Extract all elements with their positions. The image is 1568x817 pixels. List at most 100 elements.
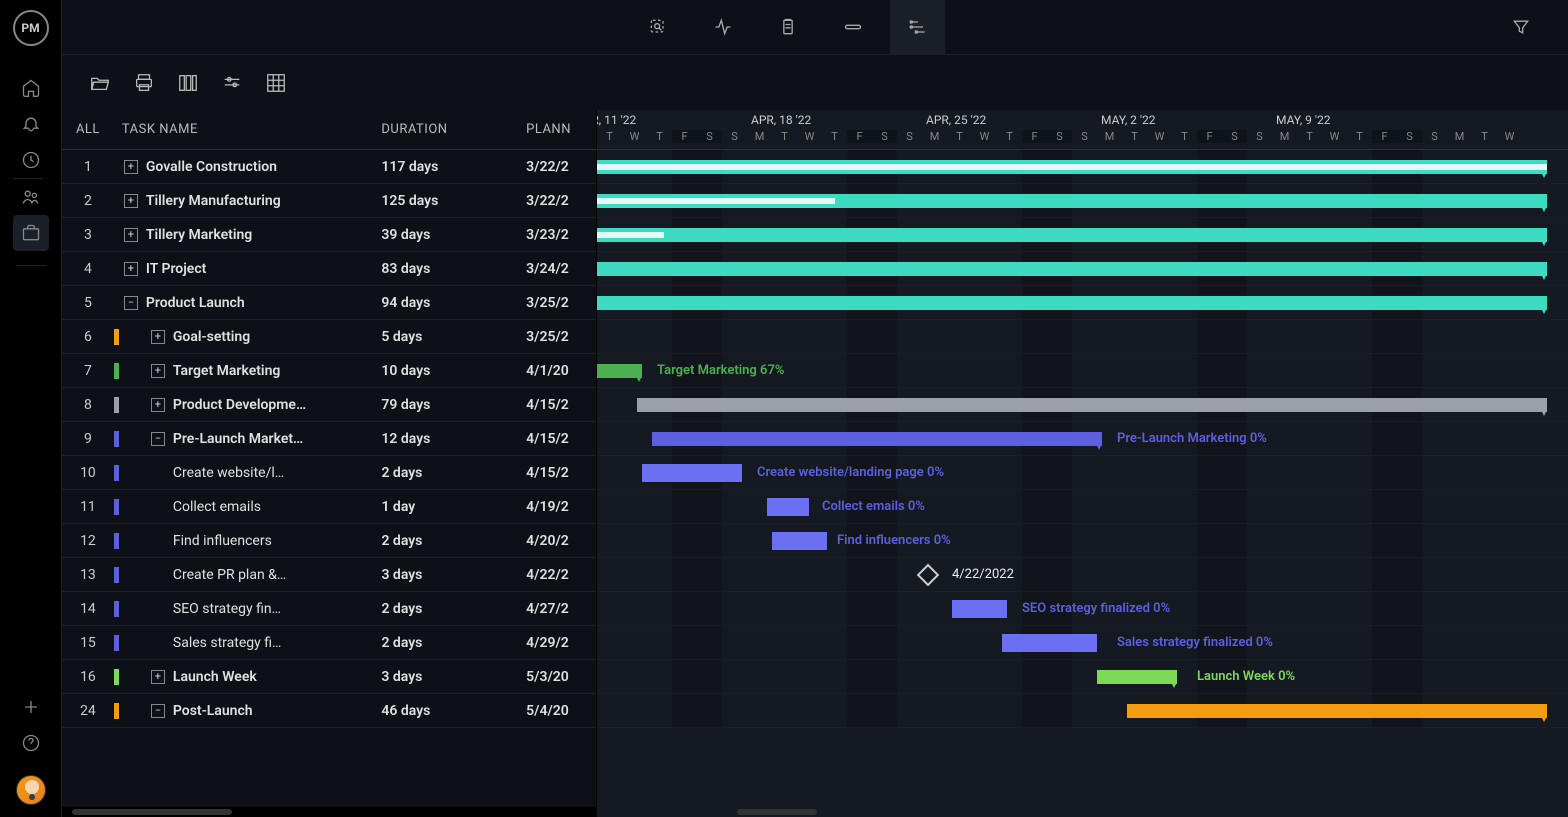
gantt-bar[interactable] [597, 160, 1547, 174]
gantt-bar[interactable] [952, 600, 1007, 618]
app-root: PM ALL TASK NAME DURATION PLANN 1+Govall [0, 0, 1568, 817]
link-icon[interactable] [825, 0, 880, 55]
task-name-cell[interactable]: −Post-Launch [114, 703, 374, 719]
task-name-cell[interactable]: +Govalle Construction [114, 159, 374, 175]
milestone-marker[interactable] [917, 564, 940, 587]
task-name-cell[interactable]: Find influencers [114, 533, 374, 549]
expand-icon[interactable]: + [124, 262, 138, 276]
duration-cell: 79 days [373, 397, 518, 413]
table-row[interactable]: 9−Pre-Launch Market…12 days4/15/2 [62, 422, 596, 456]
sliders-icon[interactable] [219, 70, 245, 96]
gantt-bar[interactable] [597, 228, 1547, 242]
gantt-bar[interactable] [1002, 634, 1097, 652]
gantt-row: Sales strategy finalized 0% [597, 626, 1568, 660]
bar-label: Sales strategy finalized 0% [1117, 635, 1273, 650]
week-label: APR, 18 '22 [751, 113, 811, 127]
columns-icon[interactable] [175, 70, 201, 96]
collapse-icon[interactable]: − [151, 432, 165, 446]
gantt-bar[interactable] [597, 262, 1547, 276]
table-row[interactable]: 6+Goal-setting5 days3/25/2 [62, 320, 596, 354]
briefcase-icon[interactable] [13, 215, 49, 251]
table-row[interactable]: 12Find influencers2 days4/20/2 [62, 524, 596, 558]
gantt-bar[interactable] [1127, 704, 1547, 718]
task-name-cell[interactable]: Create website/l… [114, 465, 374, 481]
col-planned-header[interactable]: PLANN [518, 122, 596, 137]
gantt-icon[interactable] [890, 0, 945, 55]
zoom-icon[interactable] [630, 0, 685, 55]
task-name-cell[interactable]: Collect emails [114, 499, 374, 515]
table-row[interactable]: 14SEO strategy fin…2 days4/27/2 [62, 592, 596, 626]
table-row[interactable]: 4+IT Project83 days3/24/2 [62, 252, 596, 286]
col-name-header[interactable]: TASK NAME [114, 122, 374, 137]
task-name-cell[interactable]: +Product Developme… [114, 397, 374, 413]
gantt-bar[interactable] [637, 398, 1547, 412]
team-icon[interactable] [13, 179, 49, 215]
table-row[interactable]: 5−Product Launch94 days3/25/2 [62, 286, 596, 320]
expand-icon[interactable]: + [151, 670, 165, 684]
table-row[interactable]: 7+Target Marketing10 days4/1/20 [62, 354, 596, 388]
table-row[interactable]: 1+Govalle Construction117 days3/22/2 [62, 150, 596, 184]
col-duration-header[interactable]: DURATION [373, 122, 518, 137]
filter-icon[interactable] [1493, 0, 1548, 55]
planned-cell: 4/27/2 [518, 601, 596, 617]
folder-open-icon[interactable] [87, 70, 113, 96]
task-name-cell[interactable]: Create PR plan &… [114, 567, 374, 583]
gantt-bar[interactable] [642, 464, 742, 482]
gantt-bar[interactable] [652, 432, 1102, 446]
table-row[interactable]: 10Create website/l…2 days4/15/2 [62, 456, 596, 490]
table-row[interactable]: 3+Tillery Marketing39 days3/23/2 [62, 218, 596, 252]
task-name-cell[interactable]: −Pre-Launch Market… [114, 431, 374, 447]
table-row[interactable]: 13Create PR plan &…3 days4/22/2 [62, 558, 596, 592]
plus-icon[interactable] [13, 689, 49, 725]
duration-cell: 2 days [373, 635, 518, 651]
table-row[interactable]: 15Sales strategy fi…2 days4/29/2 [62, 626, 596, 660]
expand-icon[interactable]: + [151, 330, 165, 344]
clock-icon[interactable] [13, 142, 49, 178]
collapse-icon[interactable]: − [151, 704, 165, 718]
grid-horizontal-scrollbar[interactable] [62, 807, 596, 817]
expand-icon[interactable]: + [124, 194, 138, 208]
collapse-icon[interactable]: − [124, 296, 138, 310]
task-name-cell[interactable]: Sales strategy fi… [114, 635, 374, 651]
gantt-bar[interactable] [597, 296, 1547, 310]
gantt-chart[interactable]: APR, 11 '22APR, 18 '22APR, 25 '22MAY, 2 … [597, 110, 1568, 817]
bell-icon[interactable] [13, 106, 49, 142]
help-icon[interactable] [13, 725, 49, 761]
clipboard-icon[interactable] [760, 0, 815, 55]
gantt-bar[interactable] [597, 194, 1547, 208]
week-label: APR, 11 '22 [597, 113, 636, 127]
task-name-cell[interactable]: +Launch Week [114, 669, 374, 685]
gantt-bar[interactable] [597, 364, 642, 378]
gantt-bar[interactable] [1097, 670, 1177, 684]
task-name: IT Project [146, 261, 206, 277]
task-name-cell[interactable]: SEO strategy fin… [114, 601, 374, 617]
gantt-horizontal-scrollbar[interactable] [597, 807, 1568, 817]
print-icon[interactable] [131, 70, 157, 96]
expand-icon[interactable]: + [124, 160, 138, 174]
expand-icon[interactable]: + [124, 228, 138, 242]
home-icon[interactable] [13, 70, 49, 106]
table-row[interactable]: 16+Launch Week3 days5/3/20 [62, 660, 596, 694]
activity-icon[interactable] [695, 0, 750, 55]
rail-separator [16, 265, 46, 266]
task-name-cell[interactable]: +Tillery Manufacturing [114, 193, 374, 209]
task-name-cell[interactable]: −Product Launch [114, 295, 374, 311]
brand-logo[interactable]: PM [13, 10, 49, 46]
expand-icon[interactable]: + [151, 398, 165, 412]
task-name-cell[interactable]: +Goal-setting [114, 329, 374, 345]
gantt-bar[interactable] [767, 498, 809, 516]
expand-icon[interactable]: + [151, 364, 165, 378]
table-row[interactable]: 8+Product Developme…79 days4/15/2 [62, 388, 596, 422]
avatar[interactable] [16, 775, 46, 805]
gantt-row [597, 320, 1568, 354]
task-name-cell[interactable]: +Target Marketing [114, 363, 374, 379]
table-row[interactable]: 11Collect emails1 day4/19/2 [62, 490, 596, 524]
grid-icon[interactable] [263, 70, 289, 96]
gantt-bar[interactable] [772, 532, 827, 550]
col-all-header[interactable]: ALL [62, 122, 114, 137]
table-row[interactable]: 24−Post-Launch46 days5/4/20 [62, 694, 596, 728]
table-row[interactable]: 2+Tillery Manufacturing125 days3/22/2 [62, 184, 596, 218]
task-name-cell[interactable]: +Tillery Marketing [114, 227, 374, 243]
task-name-cell[interactable]: + IT Project [114, 261, 374, 277]
row-index: 13 [62, 567, 114, 583]
